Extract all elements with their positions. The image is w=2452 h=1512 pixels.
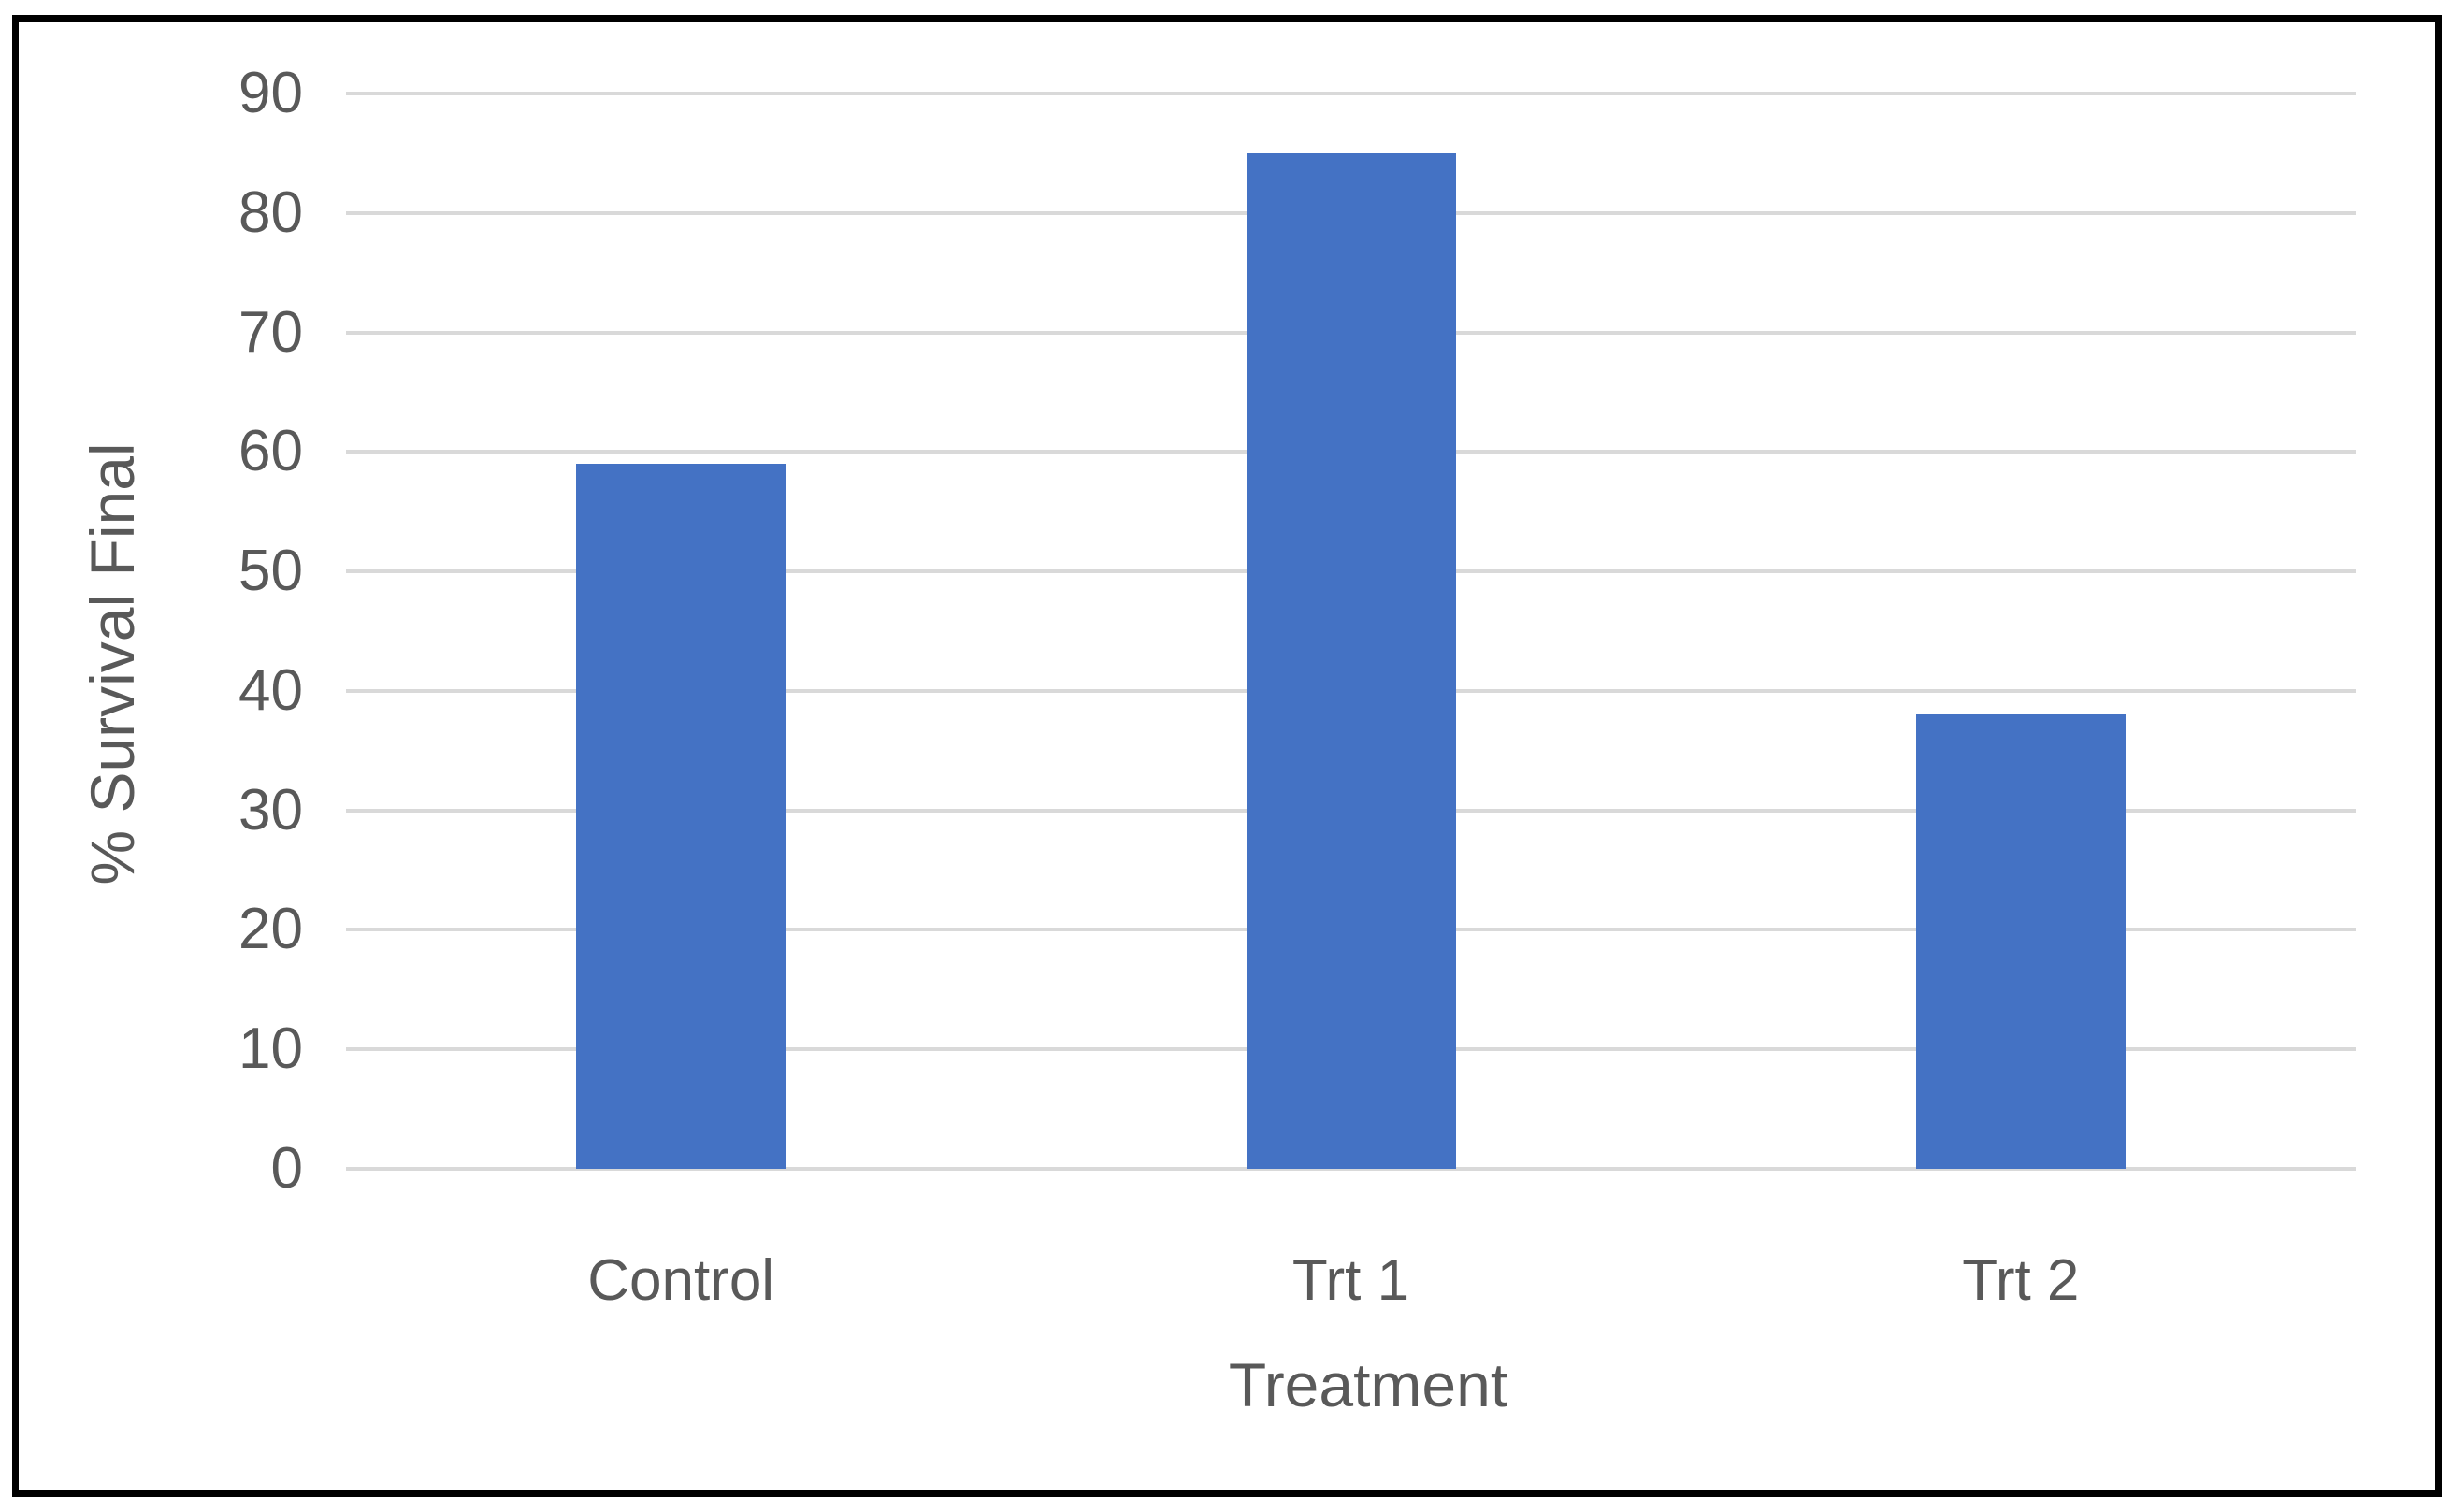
bar-control [576,464,786,1169]
y-tick-label-10: 10 [238,1016,303,1082]
y-tick-label-80: 80 [238,180,303,245]
y-tick-label-40: 40 [238,657,303,723]
category-label-trt-1: Trt 1 [1291,1248,1410,1313]
category-label-control: Control [587,1248,775,1313]
y-axis-title: % Survival Final [78,442,147,886]
x-axis-title: Treatment [1228,1350,1508,1419]
bar-trt-2 [1915,714,2126,1169]
y-tick-label-60: 60 [238,419,303,484]
category-label-trt-2: Trt 2 [1962,1248,2080,1313]
y-tick-label-0: 0 [270,1136,303,1201]
chart-frame: 0 10 20 30 40 50 60 70 80 90 Control Trt 1 Trt 2 % … [12,15,2442,1497]
y-tick-label-70: 70 [238,299,303,365]
x-axis-line [346,1167,2356,1171]
y-tick-label-90: 90 [238,61,303,125]
y-tick-label-20: 20 [238,897,303,962]
bar-trt-1 [1246,152,1456,1169]
y-tick-label-30: 30 [238,777,303,842]
y-tick-label-50: 50 [238,539,303,604]
gridline-90 [346,92,2356,95]
